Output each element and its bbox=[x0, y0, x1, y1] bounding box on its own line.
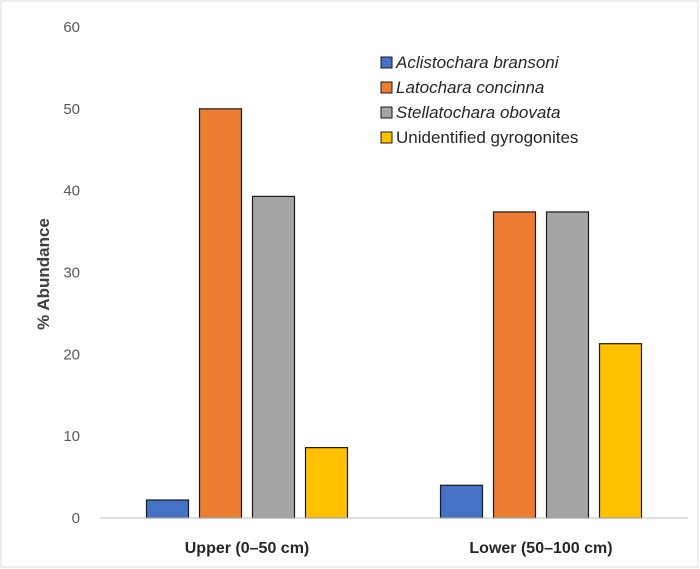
y-tick-label: 30 bbox=[63, 265, 80, 282]
legend-label: Latochara concinna bbox=[396, 78, 544, 97]
bar-0-1 bbox=[439, 484, 484, 519]
legend: Aclistochara bransoni Latochara concinna S… bbox=[380, 53, 578, 147]
bar-1-1 bbox=[492, 211, 537, 519]
y-tick-label: 40 bbox=[63, 183, 80, 200]
legend-label: Aclistochara bransoni bbox=[395, 53, 560, 72]
bar-1-0 bbox=[198, 108, 243, 519]
x-category-label: Upper (0–50 cm) bbox=[185, 540, 310, 557]
y-tick-label: 50 bbox=[63, 101, 80, 118]
category-labels: Upper (0–50 cm) Lower (50–100 cm) bbox=[185, 540, 613, 557]
x-category-label: Lower (50–100 cm) bbox=[469, 540, 612, 557]
legend-swatch bbox=[380, 131, 393, 144]
bar-2-1 bbox=[545, 211, 590, 519]
legend-swatch bbox=[380, 106, 393, 119]
bar-0-0 bbox=[145, 499, 190, 519]
y-tick-label: 0 bbox=[72, 510, 80, 527]
y-axis-label: % Abundance bbox=[34, 218, 53, 330]
y-tick-label: 20 bbox=[63, 346, 80, 363]
legend-label: Unidentified gyrogonites bbox=[396, 128, 578, 147]
y-tick-label: 60 bbox=[63, 19, 80, 36]
legend-swatch bbox=[380, 81, 393, 94]
y-axis-ticks: 0 10 20 30 40 50 60 bbox=[63, 19, 80, 527]
bar-2-0 bbox=[251, 195, 296, 519]
legend-label: Stellatochara obovata bbox=[396, 103, 560, 122]
legend-swatch bbox=[380, 56, 393, 69]
bar-3-1 bbox=[598, 343, 643, 519]
bar-3-0 bbox=[304, 447, 349, 519]
y-tick-label: 10 bbox=[63, 428, 80, 445]
bars bbox=[145, 108, 643, 519]
